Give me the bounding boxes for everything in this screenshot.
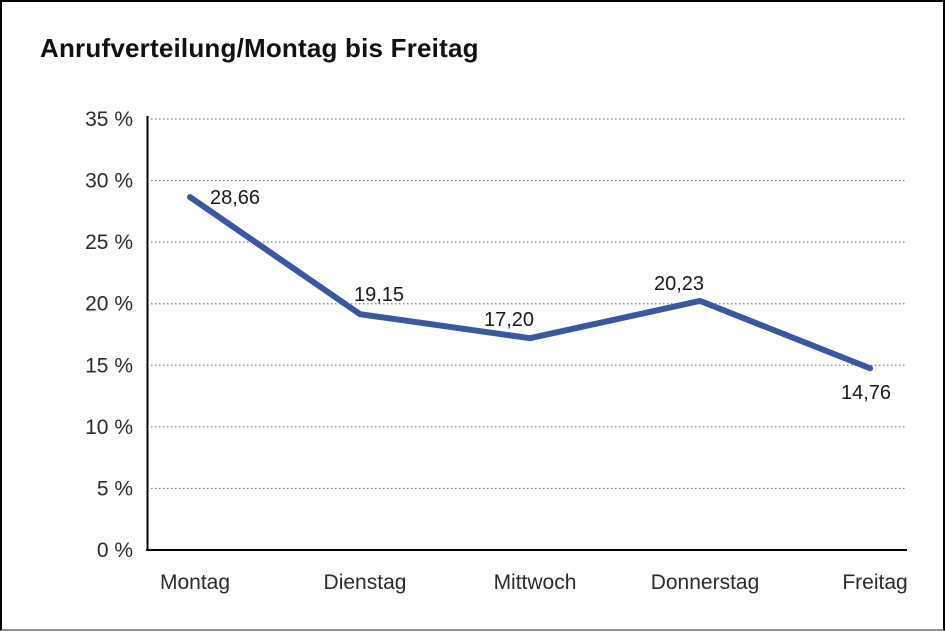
- x-tick-label: Freitag: [842, 571, 907, 594]
- chart-title: Anrufverteilung/Montag bis Freitag: [40, 33, 479, 63]
- y-tick-label: 25 %: [85, 231, 133, 254]
- data-labels: 28,66 19,15 17,20 20,23 14,76: [210, 187, 891, 404]
- y-tick-label: 30 %: [85, 170, 133, 193]
- point-label: 20,23: [654, 273, 704, 295]
- x-tick-label: Montag: [160, 571, 230, 594]
- y-tick-label: 10 %: [85, 416, 133, 439]
- data-series: [187, 194, 873, 372]
- point-label: 17,20: [484, 309, 534, 331]
- series-line: [187, 194, 873, 372]
- y-tick-label: 15 %: [85, 354, 133, 377]
- x-tick-label: Dienstag: [324, 571, 407, 594]
- y-tick-label: 0 %: [97, 539, 133, 562]
- y-tick-label: 5 %: [97, 477, 133, 500]
- y-tick-label: 35 %: [85, 108, 133, 131]
- point-label: 14,76: [841, 382, 891, 404]
- axes: [146, 116, 907, 551]
- x-tick-label: Donnerstag: [651, 571, 760, 594]
- y-tick-label: 20 %: [85, 293, 133, 316]
- y-tick-labels: 0 % 5 % 10 % 15 % 20 % 25 % 30 % 35 %: [85, 108, 133, 562]
- point-label: 19,15: [354, 284, 404, 306]
- x-tick-label: Mittwoch: [494, 571, 577, 594]
- gridlines: [147, 118, 907, 490]
- point-label: 28,66: [210, 187, 260, 209]
- x-tick-labels: Montag Dienstag Mittwoch Donnerstag Freitag: [160, 571, 908, 594]
